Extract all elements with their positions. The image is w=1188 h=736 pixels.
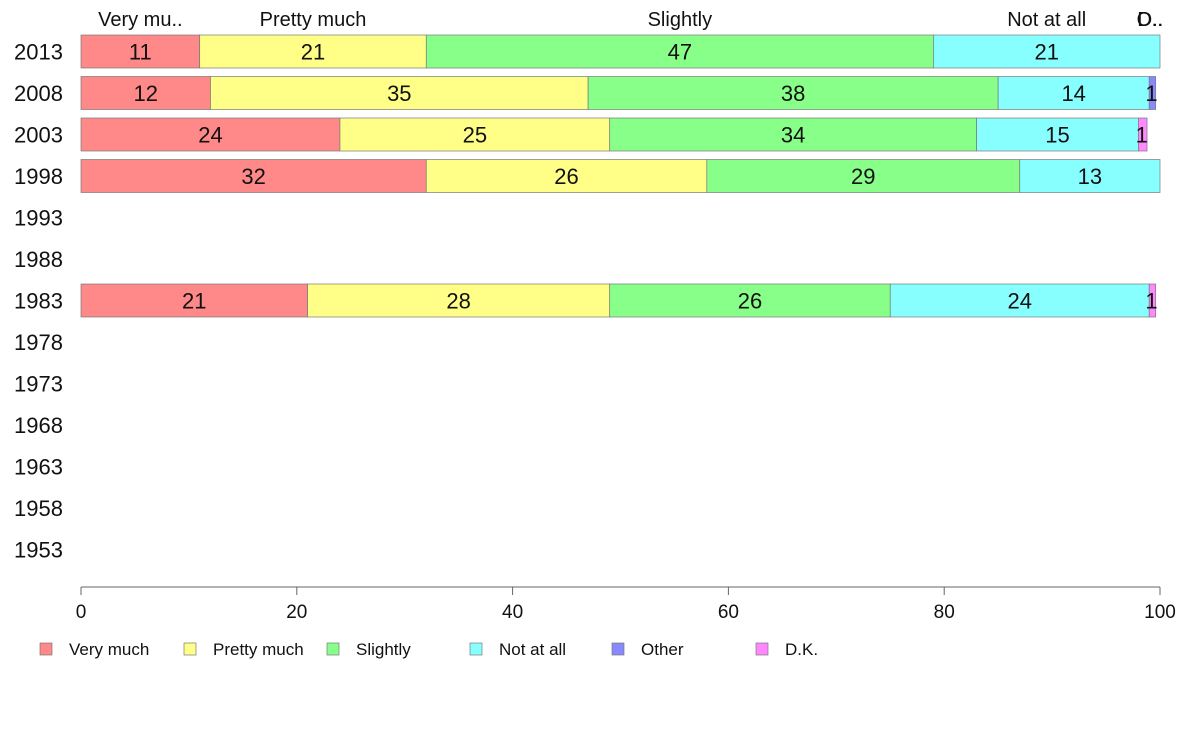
series-header-label: Not at all [1007,9,1086,31]
x-tick-label: 40 [502,602,523,623]
y-tick-label: 1998 [14,164,63,189]
y-tick-label: 1993 [14,206,63,231]
data-label: 24 [198,123,222,148]
data-label: 28 [446,289,470,314]
bar-segment [307,283,611,318]
series-header-label: Pretty much [260,9,367,31]
bar-segment [1138,117,1148,152]
legend-label: Not at all [499,640,566,659]
y-tick-label: 1958 [14,496,63,521]
data-label: 24 [1007,289,1031,314]
data-label: 21 [182,289,206,314]
legend-label: Pretty much [213,640,304,659]
bar-segment [80,76,211,110]
legend-swatch [39,642,53,656]
legend-swatch [183,642,197,656]
y-axis-labels: 2013 2008 2003 1998 1993 1988 1983 1978 1973 1968… [14,40,63,563]
legend-label: Other [641,640,684,659]
y-tick-label: 2003 [14,123,63,148]
data-label: 1 [1145,289,1157,314]
legend-label: Slightly [356,640,411,659]
y-tick-label: 1968 [14,413,63,438]
bar-segment [587,76,999,110]
bar-segment [425,159,708,193]
legend-label: D.K. [785,640,818,659]
bar-segment [80,117,341,152]
data-label: 26 [738,289,762,314]
series-header-label: O.. [1137,9,1164,31]
x-tick-label: 20 [286,602,307,623]
data-label: 47 [668,40,692,65]
x-tick-label: 60 [718,602,739,623]
series-header-label: D.. [1137,9,1163,31]
y-tick-label: 2008 [14,81,63,106]
bar-segment [976,117,1139,152]
data-label: 32 [241,164,265,189]
data-label: 1 [1136,123,1148,148]
data-label: 12 [133,81,157,106]
bar-segment [997,76,1150,110]
bar-segment [80,159,427,193]
bar-segment [1148,283,1157,318]
data-label: 14 [1061,81,1085,106]
bar-segment [889,283,1150,318]
data-label: 29 [851,164,875,189]
data-label: 25 [463,123,487,148]
x-axis: 0 20 40 60 80 100 [76,586,1176,623]
series-header-label: Very mu.. [98,9,182,31]
data-label: 15 [1045,123,1069,148]
y-tick-label: 2013 [14,40,63,65]
x-tick-label: 80 [934,602,955,623]
bar-segment [609,117,977,152]
y-tick-label: 1983 [14,289,63,314]
bar-segment [210,76,589,110]
bar-segment [1019,159,1161,193]
bar-segment [933,34,1161,69]
legend-swatch [611,642,625,656]
data-label: 13 [1078,164,1102,189]
data-label: 1 [1145,81,1157,106]
legend-swatch [755,642,769,656]
data-label: 21 [1034,40,1058,65]
bar-segment [199,34,427,69]
data-label: 35 [387,81,411,106]
data-label: 21 [301,40,325,65]
x-tick-label: 100 [1144,602,1176,623]
legend: Very much Pretty much Slightly Not at all Ot… [39,640,818,659]
bar-segment [609,283,891,318]
data-label: 34 [781,123,805,148]
legend-swatch [469,642,483,656]
series-header-labels: Very mu.. Pretty much Slightly Not at all O.… [98,9,1163,31]
bar-segment [80,283,308,318]
y-tick-label: 1963 [14,455,63,480]
data-label: 11 [129,40,152,65]
data-label: 38 [781,81,805,106]
bar-segment [706,159,1021,193]
series-header-label: Slightly [648,9,712,31]
legend-swatch [326,642,340,656]
y-tick-label: 1988 [14,247,63,272]
data-label: 26 [554,164,578,189]
bars: 11 21 47 21 12 35 38 14 1 24 25 34 15 1 32 26 29 13 21 28 26… [80,34,1161,318]
y-tick-label: 1973 [14,372,63,397]
x-tick-label: 0 [76,602,87,623]
y-tick-label: 1953 [14,538,63,563]
y-tick-label: 1978 [14,330,63,355]
legend-label: Very much [69,640,149,659]
bar-segment [1148,76,1157,110]
